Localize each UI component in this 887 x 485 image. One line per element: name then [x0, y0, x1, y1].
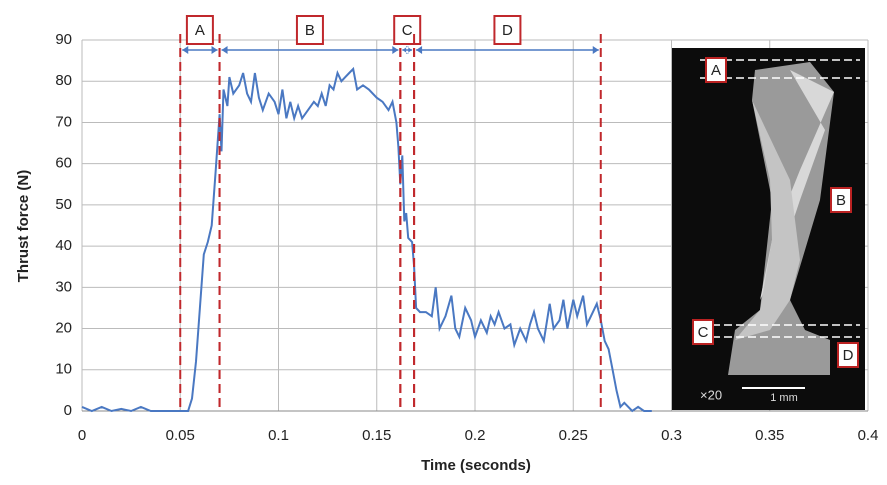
y-tick-label: 50 — [55, 196, 72, 213]
x-tick-label: 0.1 — [268, 427, 289, 444]
drill-flute — [735, 100, 800, 340]
region-label-box — [493, 15, 522, 45]
x-axis-label: Time (seconds) — [421, 457, 531, 474]
inset-label-box — [837, 342, 859, 368]
y-tick-label: 40 — [55, 237, 72, 254]
x-tick-label: 0.25 — [559, 427, 588, 444]
x-tick-label: 0.4 — [858, 427, 879, 444]
y-axis-label: Thrust force (N) — [15, 170, 32, 283]
region-label-box — [295, 15, 324, 45]
scale-bar-label: 1 mm — [770, 392, 798, 404]
arrow-head — [402, 46, 413, 54]
region-label: D — [502, 22, 513, 39]
region-label-box — [185, 15, 214, 45]
magnification: ×20 — [700, 387, 722, 402]
x-tick-label: 0 — [78, 427, 86, 444]
x-tick-label: 0.15 — [362, 427, 391, 444]
x-tick-label: 0.2 — [465, 427, 486, 444]
region-label-box — [393, 15, 422, 45]
inset-image: A B C D ×20 1 mm — [672, 48, 865, 410]
x-tick-label: 0.35 — [755, 427, 784, 444]
inset-label: B — [836, 192, 846, 209]
y-tick-label: 90 — [55, 31, 72, 48]
inset-label: A — [711, 62, 721, 79]
inset-label-box — [692, 319, 714, 345]
inset-label-box — [830, 187, 852, 213]
inset-label: D — [843, 347, 854, 364]
y-tick-label: 60 — [55, 155, 72, 172]
y-tick-label: 20 — [55, 320, 72, 337]
x-tick-label: 0.3 — [661, 427, 682, 444]
inset-label: C — [698, 324, 709, 341]
y-tick-label: 80 — [55, 72, 72, 89]
x-tick-label: 0.05 — [166, 427, 195, 444]
region-label: A — [195, 22, 205, 39]
y-tick-label: 10 — [55, 361, 72, 378]
data-line — [81, 66, 652, 413]
y-tick-label: 30 — [55, 278, 72, 295]
region-label: C — [402, 22, 413, 39]
region-label: B — [305, 22, 315, 39]
inset-label-box — [705, 57, 727, 83]
y-tick-label: 0 — [64, 402, 72, 419]
y-tick-label: 70 — [55, 113, 72, 130]
